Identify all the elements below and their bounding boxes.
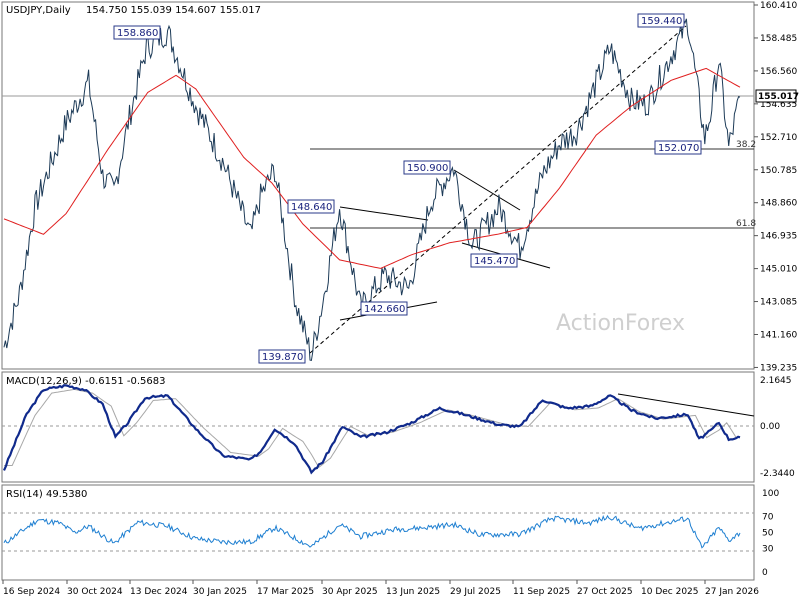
rsi-tick-label: 100: [762, 489, 779, 499]
time-tick-label: 13 Jun 2025: [386, 587, 440, 597]
time-tick-label: 30 Apr 2025: [322, 587, 378, 597]
rising-trend-channel: [309, 25, 687, 354]
label-139-870: 139.870: [262, 352, 303, 363]
price-tick-label: 139.235: [760, 363, 797, 373]
label-148-640: 148.640: [291, 202, 332, 213]
label-159-440-box: [637, 13, 685, 28]
label-142-660: 142.660: [364, 304, 405, 315]
time-axis: 16 Sep 2024 30 Oct 2024 13 Dec 2024 30 Jan …: [2, 580, 759, 597]
fib-61-8-label: 61.8: [736, 219, 756, 229]
time-tick-label: 17 Mar 2025: [257, 587, 314, 597]
macd-panel[interactable]: [1, 371, 755, 483]
rsi-tick-label: 0: [762, 568, 768, 578]
price-tick-label: 160.410: [760, 1, 797, 11]
rsi-tick-label: 70: [762, 513, 774, 523]
price-axis: 160.410 158.485 156.560 154.635 152.710 150.7…: [754, 1, 797, 373]
rsi-tick-label: 50: [762, 529, 774, 539]
trend-line-apr-top: [339, 206, 429, 221]
price-tick-label: 158.485: [760, 34, 797, 44]
rsi-label: RSI(14) 49.5380: [6, 489, 87, 500]
current-price-tag: [755, 89, 797, 103]
rsi-panel[interactable]: [1, 484, 755, 581]
price-tick-label: 146.935: [760, 232, 797, 242]
price-tick-label: 154.635: [760, 100, 797, 110]
time-tick-label: 27 Oct 2025: [577, 587, 633, 597]
macd-label: MACD(12,26,9) -0.6151 -0.5683: [6, 376, 166, 387]
macd-tick-label: 0.00: [760, 422, 780, 432]
trend-line-jul-top: [453, 169, 521, 211]
ohlc-readout: 154.750 155.039 154.607 155.017: [86, 5, 261, 16]
label-152-070-box: [654, 140, 702, 155]
label-150-900-box: [403, 160, 451, 175]
price-tick-label: 141.160: [760, 331, 797, 341]
label-145-470: 145.470: [474, 256, 515, 267]
label-148-640-box: [287, 199, 335, 214]
macd-tick-label: -2.3440: [760, 469, 795, 479]
label-142-660-box: [360, 301, 408, 316]
macd-axis: 2.1645 0.00 -2.3440: [760, 376, 795, 479]
price-series: [3, 18, 741, 361]
time-tick-label: 10 Dec 2025: [641, 587, 699, 597]
time-tick-label: 30 Jan 2025: [193, 587, 247, 597]
label-145-470-box: [470, 253, 518, 268]
rsi-line: [3, 514, 741, 549]
price-tick-label: 152.710: [760, 133, 797, 143]
rsi-axis: 100 70 50 30 0: [762, 489, 779, 578]
time-tick-label: 30 Oct 2024: [67, 587, 123, 597]
label-158-860-box: [113, 25, 161, 40]
time-tick-label: 27 Jan 2026: [705, 587, 759, 597]
current-price-label: 155.017: [758, 92, 799, 102]
price-tick-label: 156.560: [760, 67, 797, 77]
price-tick-label: 148.860: [760, 199, 797, 209]
label-152-070: 152.070: [658, 143, 699, 154]
time-tick-label: 11 Sep 2025: [513, 587, 570, 597]
rsi-tick-label: 30: [762, 544, 774, 554]
macd-line: [2, 384, 741, 475]
moving-average-line: [3, 67, 741, 269]
label-139-870-box: [258, 349, 306, 364]
time-tick-label: 13 Dec 2024: [130, 587, 188, 597]
fib-38-2-label: 38.2: [736, 140, 756, 150]
time-tick-label: 16 Sep 2024: [3, 587, 60, 597]
time-tick-label: 29 Jul 2025: [450, 587, 501, 597]
price-tick-label: 150.785: [760, 166, 797, 176]
label-150-900: 150.900: [407, 163, 448, 174]
label-159-440: 159.440: [641, 16, 682, 27]
watermark: ActionForex: [556, 311, 685, 336]
price-tick-label: 145.010: [760, 265, 797, 275]
chart-symbol-label: USDJPY,Daily: [6, 5, 71, 16]
macd-trend-line: [617, 393, 755, 417]
macd-tick-label: 2.1645: [760, 376, 792, 386]
price-tick-label: 143.085: [760, 298, 797, 308]
label-158-860: 158.860: [117, 28, 158, 39]
